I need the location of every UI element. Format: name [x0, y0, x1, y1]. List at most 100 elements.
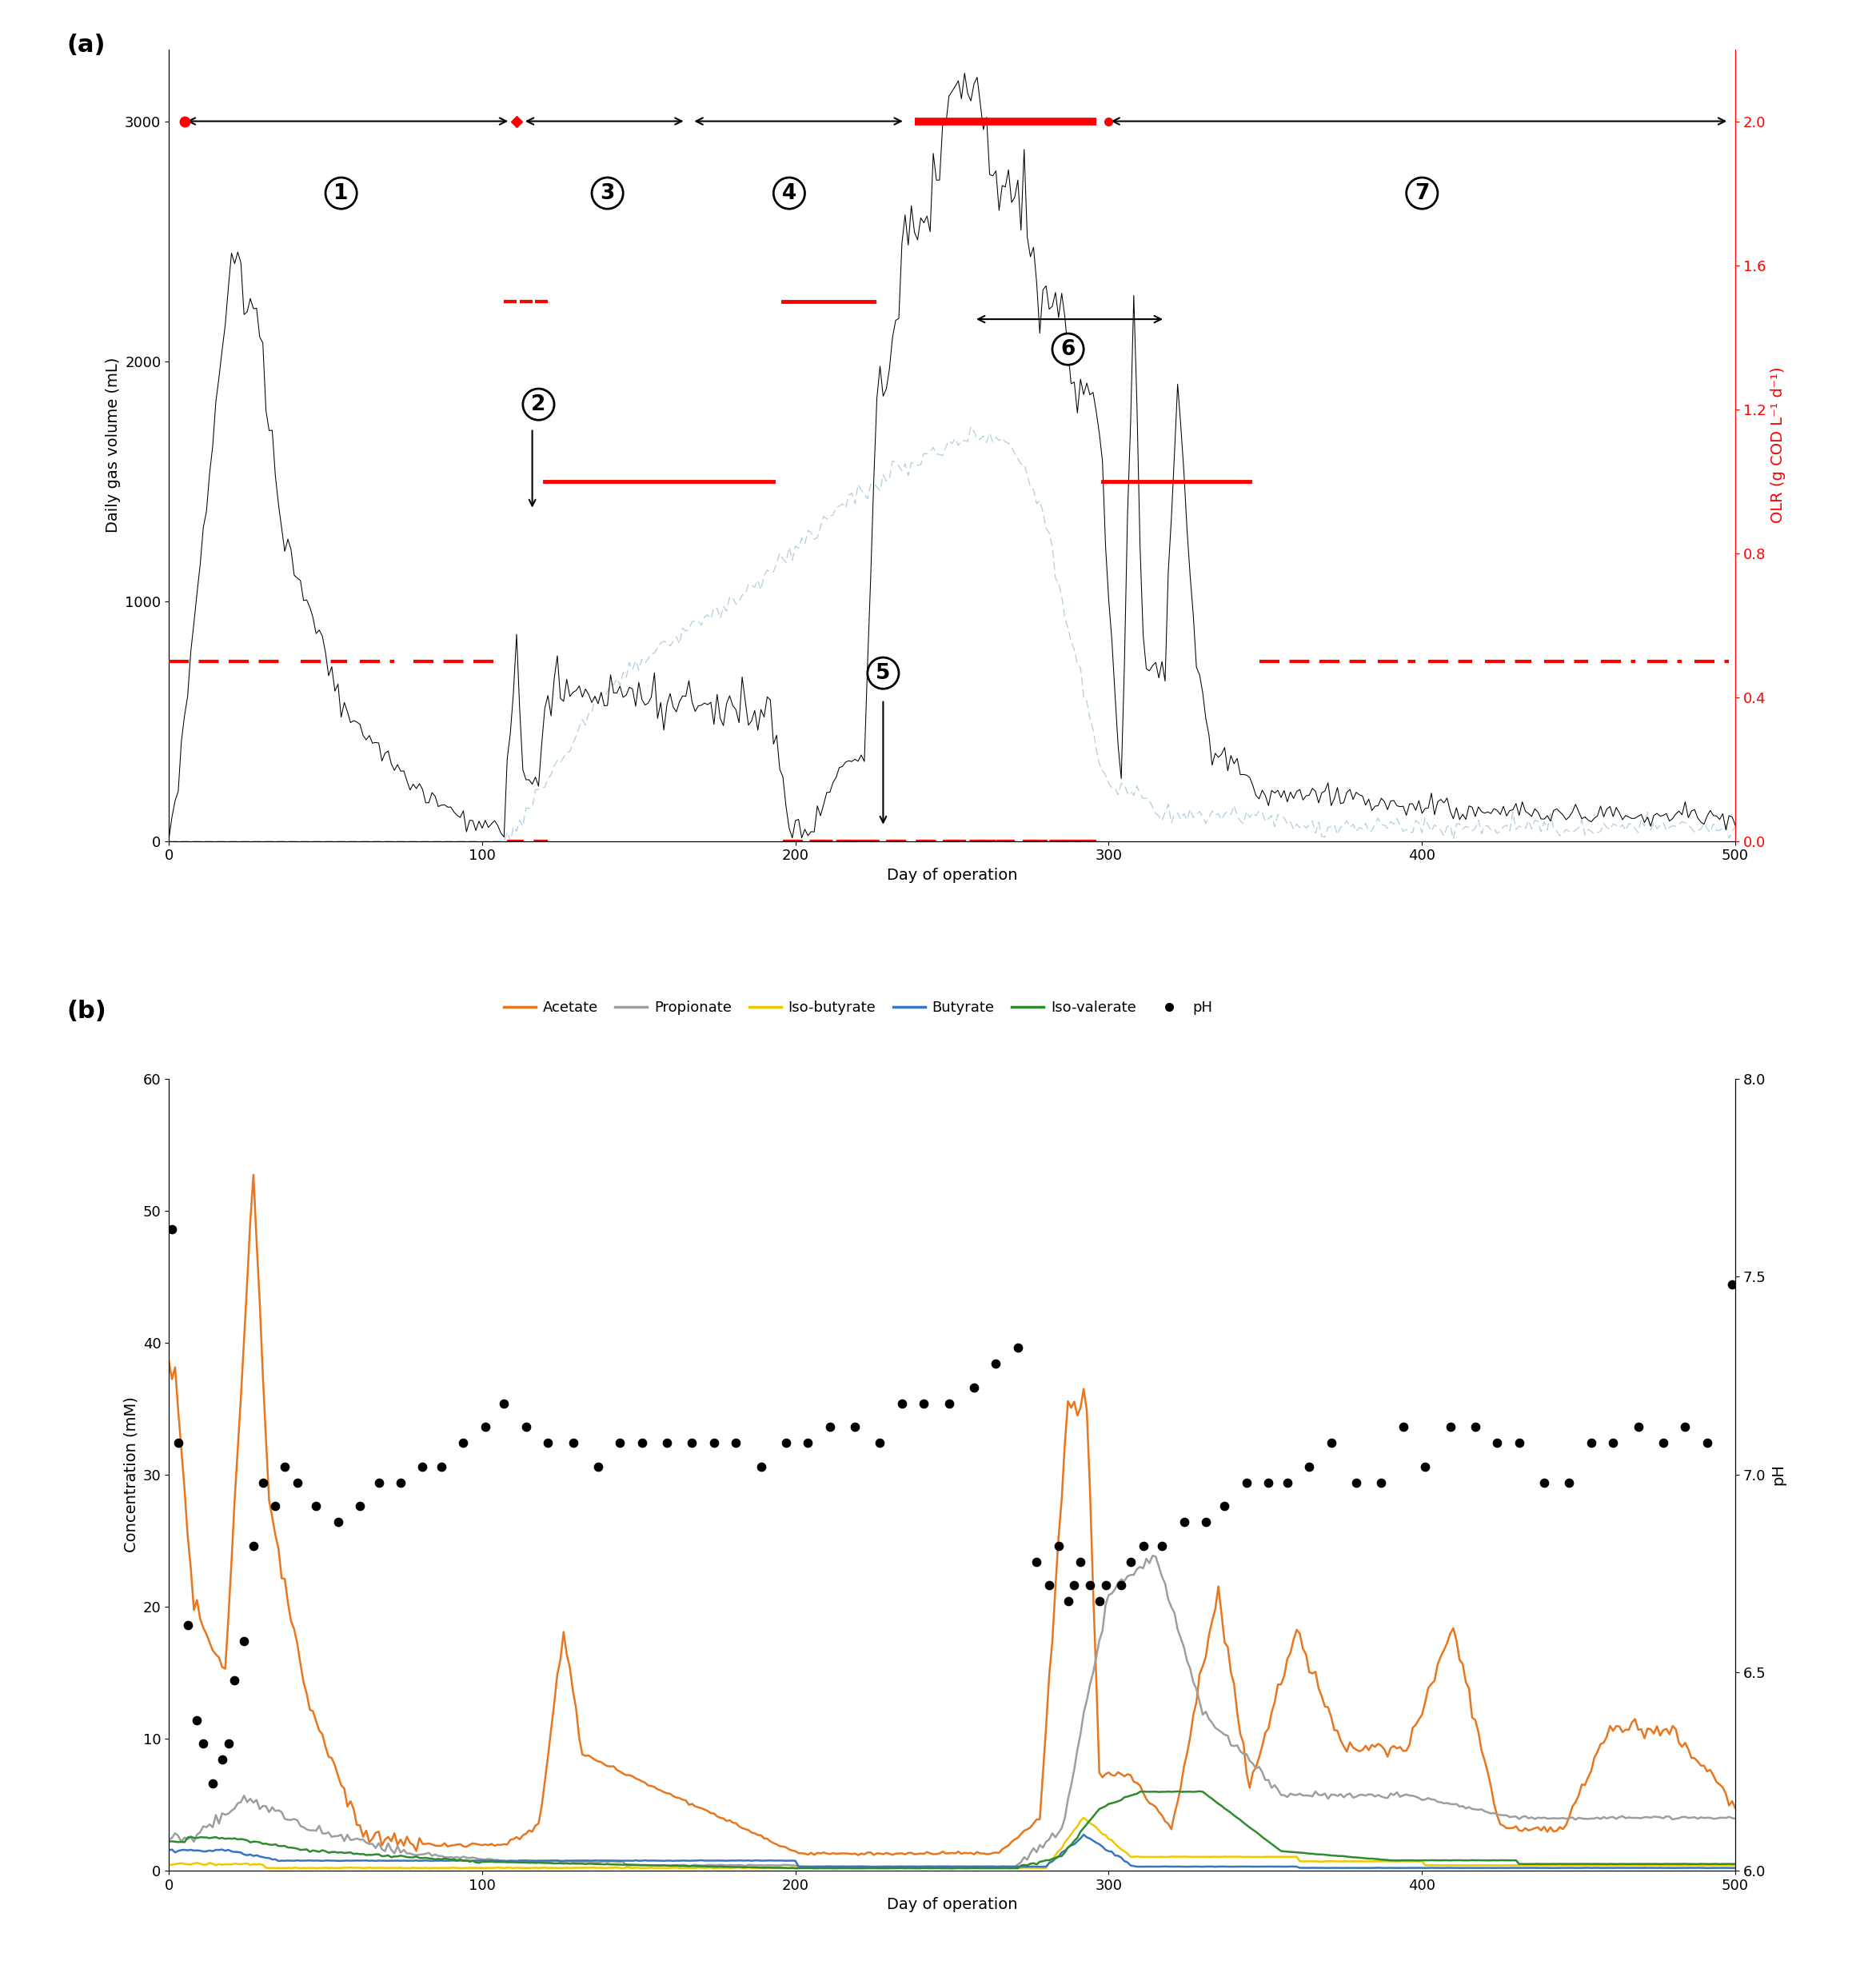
Acetate [1191, 1654, 1214, 1678]
Point [1460, 1412, 1490, 1443]
Propionate [546, 1849, 568, 1873]
Acetate [732, 1815, 754, 1839]
Point [158, 1213, 188, 1244]
Point [887, 1388, 917, 1420]
Point [533, 1428, 563, 1459]
Propionate [799, 1855, 822, 1878]
Point [1090, 1569, 1120, 1601]
Point [182, 1705, 212, 1737]
Point [173, 1609, 203, 1640]
Acetate [615, 1764, 638, 1788]
Iso-valerate [1461, 1849, 1484, 1873]
Point [1317, 1428, 1347, 1459]
Acetate [1724, 1796, 1747, 1819]
Iso-butyrate [158, 1853, 180, 1876]
Y-axis label: Concentration (mM): Concentration (mM) [124, 1396, 139, 1552]
Point [364, 1467, 394, 1498]
Point [981, 1349, 1011, 1380]
Point [557, 1428, 587, 1459]
Butyrate [1073, 1823, 1096, 1847]
Point [1127, 1530, 1157, 1561]
Point [1670, 1412, 1700, 1443]
Point [794, 1428, 824, 1459]
Point [1107, 1569, 1137, 1601]
Butyrate [728, 1849, 750, 1873]
Iso-butyrate [1461, 1853, 1484, 1876]
Text: 2: 2 [531, 394, 546, 415]
Iso-butyrate [1191, 1845, 1214, 1869]
Butyrate [1724, 1857, 1747, 1880]
Butyrate [612, 1849, 634, 1873]
Propionate [1461, 1798, 1484, 1821]
Butyrate [1696, 1857, 1718, 1880]
Point [908, 1388, 938, 1420]
Propionate [158, 1827, 180, 1851]
Point [219, 1664, 250, 1695]
Line: Acetate: Acetate [169, 1175, 1735, 1855]
Point [934, 1388, 964, 1420]
Point [214, 1729, 244, 1760]
Text: (a): (a) [68, 33, 105, 57]
Point [261, 1491, 291, 1522]
Butyrate [1188, 1855, 1210, 1878]
Text: 5: 5 [876, 664, 891, 683]
Point [471, 1412, 501, 1443]
Iso-valerate [942, 1857, 964, 1880]
Text: 4: 4 [782, 183, 797, 203]
Iso-butyrate [546, 1857, 568, 1880]
Point [229, 1624, 259, 1656]
Point [448, 1428, 478, 1459]
Acetate [158, 1349, 180, 1372]
Point [1294, 1451, 1324, 1483]
Line: Propionate: Propionate [169, 1556, 1735, 1867]
Point [1576, 1428, 1606, 1459]
Iso-butyrate [1724, 1853, 1747, 1876]
Propionate [1141, 1544, 1163, 1567]
Point [270, 1451, 300, 1483]
Point [163, 1428, 193, 1459]
Line: Butyrate: Butyrate [169, 1835, 1735, 1869]
Acetate [846, 1843, 869, 1867]
Point [386, 1467, 416, 1498]
Point [1253, 1467, 1283, 1498]
Point [1649, 1428, 1679, 1459]
Point [583, 1451, 613, 1483]
Line: Iso-valerate: Iso-valerate [169, 1792, 1735, 1869]
Y-axis label: pH: pH [1771, 1463, 1786, 1485]
Point [1004, 1333, 1034, 1365]
Propionate [728, 1853, 750, 1876]
Propionate [612, 1851, 634, 1874]
Point [1052, 1585, 1082, 1617]
Text: (b): (b) [68, 1000, 107, 1022]
Point [627, 1428, 657, 1459]
Point [1598, 1428, 1628, 1459]
Y-axis label: Daily gas volume (mL): Daily gas volume (mL) [105, 358, 120, 534]
Butyrate [1169, 1855, 1191, 1878]
Point [1034, 1569, 1064, 1601]
Point [490, 1388, 520, 1420]
Point [1075, 1569, 1105, 1601]
Point [1341, 1467, 1371, 1498]
Iso-valerate [1169, 1780, 1191, 1804]
Point [1482, 1428, 1512, 1459]
Point [604, 1428, 634, 1459]
Point [1231, 1467, 1261, 1498]
X-axis label: Day of operation: Day of operation [887, 1898, 1017, 1912]
Point [1717, 1268, 1747, 1300]
Iso-butyrate [704, 1857, 726, 1880]
Point [1388, 1412, 1418, 1443]
Point [959, 1372, 989, 1404]
Point [1435, 1412, 1465, 1443]
Text: 6: 6 [1060, 339, 1075, 360]
Line: Iso-butyrate: Iso-butyrate [169, 1817, 1735, 1869]
Iso-butyrate [732, 1857, 754, 1880]
Point [1146, 1530, 1176, 1561]
Point [1210, 1491, 1240, 1522]
Text: 3: 3 [600, 183, 615, 203]
Point [840, 1412, 870, 1443]
Iso-valerate [546, 1851, 568, 1874]
Point [238, 1530, 268, 1561]
Point [677, 1428, 707, 1459]
Point [281, 1467, 311, 1498]
Point [1169, 1506, 1199, 1538]
